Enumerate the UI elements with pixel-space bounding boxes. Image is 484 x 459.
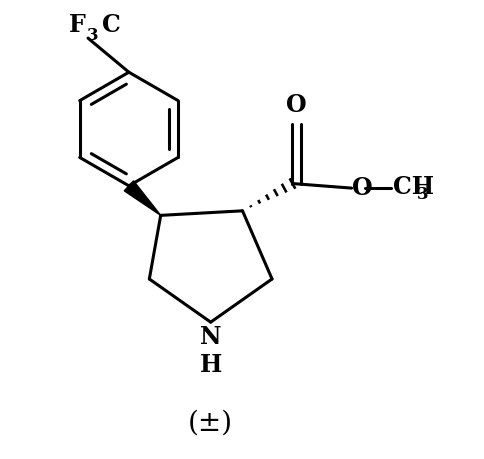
Text: F: F — [69, 13, 86, 37]
Text: (±): (±) — [188, 409, 233, 436]
Text: H: H — [199, 352, 221, 376]
Text: N: N — [199, 325, 221, 349]
Text: CH: CH — [393, 174, 434, 198]
Text: C: C — [102, 13, 120, 37]
Text: O: O — [352, 176, 372, 200]
Text: 3: 3 — [416, 185, 427, 202]
Text: O: O — [286, 93, 306, 117]
Text: 3: 3 — [87, 27, 99, 44]
Polygon shape — [124, 181, 160, 216]
